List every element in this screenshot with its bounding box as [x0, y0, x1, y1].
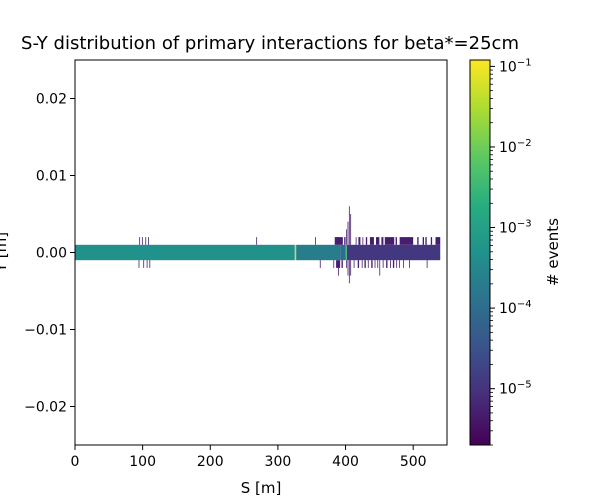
colorbar-ticks: 10−5 10−4 10−3 10−2 10−1	[490, 57, 532, 446]
heatmap-cell	[348, 260, 350, 284]
colorbar	[469, 59, 491, 446]
heatmap-cell	[345, 244, 347, 261]
x-tick-label: 0	[71, 454, 80, 470]
heatmap-cell	[333, 260, 335, 268]
heatmap-cell	[409, 260, 410, 268]
heatmap-cell	[381, 237, 384, 245]
colorbar-tick-label: 10−4	[499, 299, 532, 317]
heatmap-cells	[75, 206, 441, 284]
y-axis: −0.02 −0.01 0.00 0.01 0.02	[24, 92, 75, 416]
heatmap-cell	[357, 260, 360, 268]
heatmap-cell	[392, 260, 395, 268]
heatmap-cell	[367, 260, 369, 268]
heatmap-cell	[148, 237, 149, 245]
colorbar-tick-label: 10−5	[499, 380, 532, 398]
y-tick-label: 0.01	[36, 169, 67, 185]
y-tick-label: −0.01	[24, 323, 67, 339]
heatmap-cell	[296, 244, 341, 261]
heatmap-cell	[417, 237, 419, 245]
x-tick-label: 200	[197, 454, 224, 470]
heatmap-cell	[361, 260, 363, 268]
colorbar-tick-label: 10−1	[499, 57, 532, 75]
heatmap-cell	[369, 237, 374, 245]
heatmap-cell	[139, 237, 141, 245]
x-tick-label: 500	[400, 454, 427, 470]
heatmap-cell	[338, 267, 339, 276]
heatmap-cell	[403, 260, 404, 268]
heatmap-cell	[346, 229, 348, 245]
heatmap-cell	[398, 260, 400, 268]
heatmap-cell	[319, 260, 321, 268]
heatmap-cell	[426, 260, 428, 268]
x-tick-label: 300	[265, 454, 292, 470]
heatmap-cell	[341, 260, 343, 268]
y-tick-label: 0.02	[36, 92, 67, 108]
heatmap-cell	[390, 260, 391, 268]
heatmap-cell	[362, 237, 364, 245]
heatmap-cell	[340, 244, 346, 261]
heatmap-cell	[336, 260, 341, 268]
heatmap-cell	[294, 244, 297, 261]
heatmap-cell	[346, 260, 348, 268]
heatmap-cell	[346, 244, 441, 261]
heatmap-cell	[377, 260, 379, 268]
heatmap-cell	[395, 237, 397, 245]
colorbar-tick-label: 10−3	[499, 219, 532, 237]
heatmap-cell	[396, 260, 398, 268]
heatmap-cell	[399, 237, 414, 245]
heatmap-cell	[430, 237, 433, 245]
heatmap-cell	[149, 260, 151, 268]
heatmap-cell	[374, 260, 376, 268]
heatmap-cell	[347, 221, 349, 245]
y-tick-label: −0.02	[24, 400, 67, 416]
x-axis-label: S [m]	[241, 479, 282, 497]
heatmap-cell	[425, 237, 427, 245]
heatmap-cell	[382, 260, 384, 268]
heatmap-cell	[138, 260, 140, 268]
heatmap-cell	[364, 260, 366, 268]
colorbar-tick-label: 10−2	[499, 138, 532, 156]
heatmap-cell	[141, 237, 143, 245]
heatmap-cell	[146, 260, 148, 268]
y-tick-label: 0.00	[36, 246, 67, 262]
heatmap-cell	[348, 206, 350, 245]
heatmap-cell	[315, 237, 316, 245]
x-tick-label: 100	[129, 454, 156, 470]
colorbar-label: # events	[544, 218, 562, 286]
heatmap-cell	[143, 260, 145, 268]
heatmap-cell	[422, 237, 425, 245]
heatmap-cell	[334, 237, 343, 245]
heatmap-cell	[435, 237, 441, 245]
x-axis: 0 100 200 300 400 500	[71, 445, 427, 470]
heatmap-cell	[353, 260, 355, 268]
heatmap-cell	[355, 237, 357, 245]
heatmap-cell	[371, 260, 373, 268]
heatmap-cell	[350, 214, 352, 245]
heatmap-cell	[145, 237, 147, 245]
heatmap-cell	[350, 260, 352, 276]
chart-title: S-Y distribution of primary interactions…	[21, 33, 519, 54]
y-axis-label: Y [m]	[0, 232, 10, 273]
heatmap-cell	[386, 260, 388, 268]
heatmap-cell	[384, 237, 395, 245]
heatmap-cell	[358, 237, 361, 245]
heatmap-cell	[256, 237, 258, 245]
x-tick-label: 400	[332, 454, 359, 470]
heatmap-cell	[75, 244, 295, 261]
heatmap-cell	[365, 237, 368, 245]
heatmap-cell	[344, 237, 346, 245]
heatmap-cell	[375, 237, 380, 245]
heatmap-cell	[379, 260, 381, 276]
heatmap-cell	[347, 260, 349, 276]
